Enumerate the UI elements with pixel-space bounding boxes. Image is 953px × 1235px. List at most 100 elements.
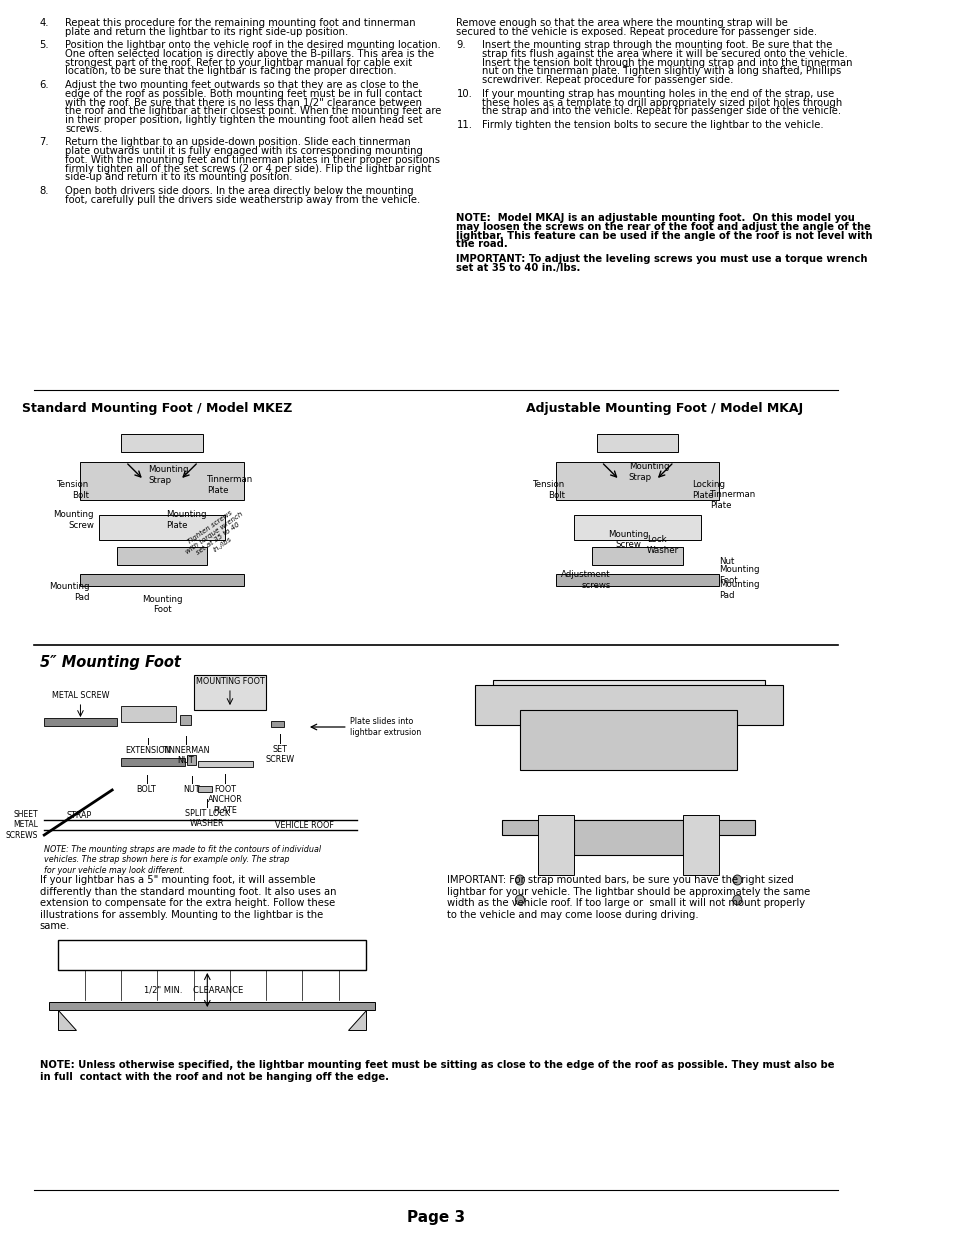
Text: Page 3: Page 3 [406,1210,464,1225]
Text: NOTE:  Model MKAJ is an adjustable mounting foot.  On this model you: NOTE: Model MKAJ is an adjustable mounti… [456,214,855,224]
Text: plate outwards until it is fully engaged with its corresponding mounting: plate outwards until it is fully engaged… [65,146,422,156]
Text: Mounting
Foot: Mounting Foot [142,595,182,614]
Text: Plate slides into
lightbar extrusion: Plate slides into lightbar extrusion [349,718,420,737]
Text: Mounting
Screw: Mounting Screw [608,530,648,550]
Text: Adjustable Mounting Foot / Model MKAJ: Adjustable Mounting Foot / Model MKAJ [526,403,802,415]
Text: Locking
Plate: Locking Plate [691,480,724,500]
Text: Tinnerman
Plate: Tinnerman Plate [207,475,253,495]
Text: 9.: 9. [456,41,466,51]
Text: Tension
Bolt: Tension Bolt [533,480,564,500]
Bar [180,715,191,725]
Bar [198,785,212,792]
Text: Mounting
Pad: Mounting Pad [719,580,759,600]
Text: side-up and return it to its mounting position.: side-up and return it to its mounting po… [65,172,293,183]
Text: EXTENSION: EXTENSION [126,746,171,755]
Bar [574,515,700,540]
Bar [80,462,243,500]
Bar [556,574,719,585]
Text: edge of the roof as possible. Both mounting feet must be in full contact: edge of the roof as possible. Both mount… [65,89,422,99]
Text: STRAP: STRAP [67,810,92,820]
Text: Tinnerman
Plate: Tinnerman Plate [709,490,756,510]
Text: the strap and into the vehicle. Repeat for passenger side of the vehicle.: the strap and into the vehicle. Repeat f… [481,106,841,116]
Bar [556,462,719,500]
Text: screws.: screws. [65,124,102,133]
Text: Insert the mounting strap through the mounting foot. Be sure that the: Insert the mounting strap through the mo… [481,41,831,51]
Text: Mounting
Plate: Mounting Plate [167,510,207,530]
Bar [49,1002,375,1010]
Text: 7.: 7. [40,137,50,147]
Text: Mounting
Foot: Mounting Foot [719,566,759,584]
Bar [501,820,755,835]
Text: Return the lightbar to an upside-down position. Slide each tinnerman: Return the lightbar to an upside-down po… [65,137,411,147]
Bar [574,820,682,855]
Bar [121,706,175,722]
Text: 5″ Mounting Foot: 5″ Mounting Foot [40,655,180,671]
Text: TINNERMAN
NUT: TINNERMAN NUT [162,746,209,766]
Circle shape [732,876,741,885]
Text: VEHICLE ROOF: VEHICLE ROOF [275,820,334,830]
Circle shape [515,876,524,885]
Text: Repeat this procedure for the remaining mounting foot and tinnerman: Repeat this procedure for the remaining … [65,19,416,28]
Text: foot. With the mounting feet and tinnerman plates in their proper positions: foot. With the mounting feet and tinnerm… [65,154,439,164]
Text: Mounting
Strap: Mounting Strap [628,462,668,482]
Text: with the roof. Be sure that there is no less than 1/2" clearance between: with the roof. Be sure that there is no … [65,98,421,107]
Text: Position the lightbar onto the vehicle roof in the desired mounting location.: Position the lightbar onto the vehicle r… [65,41,440,51]
Text: Open both drivers side doors. In the area directly below the mounting: Open both drivers side doors. In the are… [65,186,414,196]
Text: NOTE: The mounting straps are made to fit the contours of individual
vehicles. T: NOTE: The mounting straps are made to fi… [44,845,321,874]
Bar [80,574,243,585]
Text: Standard Mounting Foot / Model MKEZ: Standard Mounting Foot / Model MKEZ [22,403,293,415]
Polygon shape [58,1010,76,1030]
Text: NOTE: Unless otherwise specified, the lightbar mounting feet must be sitting as : NOTE: Unless otherwise specified, the li… [40,1060,833,1082]
Text: nut on the tinnerman plate. Tighten slightly with a long shafted, Phillips: nut on the tinnerman plate. Tighten slig… [481,67,841,77]
Text: Lock
Washer: Lock Washer [646,535,679,555]
Bar [198,761,253,767]
Text: Nut: Nut [719,557,734,567]
Text: Mounting
Screw: Mounting Screw [53,510,94,530]
Text: 11.: 11. [456,120,472,130]
Text: METAL SCREW: METAL SCREW [51,692,109,700]
Text: may loosen the screws on the rear of the foot and adjust the angle of the: may loosen the screws on the rear of the… [456,222,870,232]
Bar [597,433,678,452]
Text: 5.: 5. [40,41,50,51]
Polygon shape [348,1010,366,1030]
Text: IMPORTANT: To adjust the leveling screws you must use a torque wrench: IMPORTANT: To adjust the leveling screws… [456,254,867,264]
Circle shape [515,895,524,905]
Text: plate and return the lightbar to its right side-up position.: plate and return the lightbar to its rig… [65,27,348,37]
Text: set at 35 to 40 in./lbs.: set at 35 to 40 in./lbs. [456,263,580,273]
Text: If your lightbar has a 5" mounting foot, it will assemble
differently than the s: If your lightbar has a 5" mounting foot,… [40,876,335,931]
Bar [121,433,203,452]
Text: 4.: 4. [40,19,50,28]
Text: 10.: 10. [456,89,472,99]
Text: Remove enough so that the area where the mounting strap will be: Remove enough so that the area where the… [456,19,787,28]
Text: NUT: NUT [183,785,200,794]
Text: firmly tighten all of the set screws (2 or 4 per side). Flip the lightbar right: firmly tighten all of the set screws (2 … [65,163,431,173]
Text: Mounting
Strap: Mounting Strap [149,466,189,484]
Bar [537,815,574,876]
Bar [474,685,781,725]
Text: in their proper position, lightly tighten the mounting foot allen head set: in their proper position, lightly tighte… [65,115,422,125]
Bar [193,676,266,710]
Text: foot, carefully pull the drivers side weatherstrip away from the vehicle.: foot, carefully pull the drivers side we… [65,195,420,205]
Circle shape [732,895,741,905]
Text: strap fits flush against the area where it will be secured onto the vehicle.: strap fits flush against the area where … [481,49,846,59]
Text: Insert the tension bolt through the mounting strap and into the tinnerman: Insert the tension bolt through the moun… [481,58,851,68]
Bar [116,547,207,564]
Bar [271,721,284,727]
Text: Tighten screws
with torque wrench
set at 35 to 40
in./lbs: Tighten screws with torque wrench set at… [180,505,252,567]
Text: secured to the vehicle is exposed. Repeat procedure for passenger side.: secured to the vehicle is exposed. Repea… [456,27,817,37]
Text: One often selected location is directly above the B-pillars. This area is the: One often selected location is directly … [65,49,434,59]
Text: FOOT
ANCHOR
PLATE: FOOT ANCHOR PLATE [208,785,243,815]
Bar [98,515,225,540]
Text: Tension
Bolt: Tension Bolt [57,480,90,500]
Text: Firmly tighten the tension bolts to secure the lightbar to the vehicle.: Firmly tighten the tension bolts to secu… [481,120,822,130]
Bar [35,408,434,638]
Text: IMPORTANT: For strap mounted bars, be sure you have the right sized
lightbar for: IMPORTANT: For strap mounted bars, be su… [447,876,810,920]
Bar [187,755,196,764]
Text: Mounting
Pad: Mounting Pad [49,582,90,601]
Text: SPLIT LOCK
WASHER: SPLIT LOCK WASHER [185,809,230,829]
Text: BOLT: BOLT [136,785,156,794]
Text: these holes as a template to drill appropriately sized pilot holes through: these holes as a template to drill appro… [481,98,841,107]
Text: Adjust the two mounting feet outwards so that they are as close to the: Adjust the two mounting feet outwards so… [65,80,418,90]
Text: the road.: the road. [456,240,508,249]
Text: strongest part of the roof. Refer to your lightbar manual for cable exit: strongest part of the roof. Refer to you… [65,58,412,68]
